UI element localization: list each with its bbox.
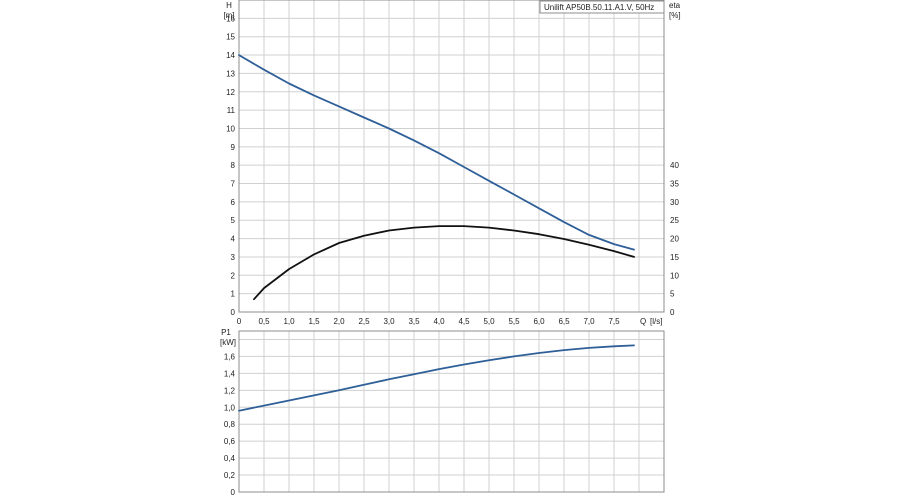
power-y-axis-ticks: 0 0,2 0,4 0,6 0,8 1,0 1,2 1,4 1,6 [224,352,236,497]
head-eta-chart: 0 0,5 1,0 1,5 2,0 2,5 3,0 3,5 4,0 4,5 5,0 5,5 6,0 6,5… [223,0,681,326]
power-y-tick-label: 1,2 [224,386,236,395]
x-tick-label: 0 [237,317,242,326]
x-axis-label: Q [640,317,646,326]
x-tick-label: 7,5 [608,317,620,326]
power-y-tick-label: 0,4 [224,454,236,463]
power-y-tick-label: 1,6 [224,352,236,361]
y-tick-label: 4 [231,235,236,244]
power-y-tick-label: 0 [231,488,236,497]
y2-tick-label: 10 [670,271,679,280]
power-plot-frame [238,330,665,493]
x-axis-unit: [l/s] [650,317,662,326]
power-y-tick-label: 0,8 [224,420,236,429]
y2-tick-label: 20 [670,235,679,244]
y-tick-label: 10 [226,124,235,133]
y2-tick-label: 40 [670,161,679,170]
head-curve [238,54,635,251]
y2-tick-label: 25 [670,216,679,225]
x-tick-label: 4,0 [433,317,445,326]
efficiency-curve [253,225,635,301]
y2-axis-label: eta [669,1,681,10]
y-axis-unit: [m] [223,11,234,20]
power-y-axis-label: P1 [221,328,231,337]
legend-label: Unilift AP50B.50.11.A1.V, 50Hz [544,3,654,12]
y2-axis-ticks: 0 5 10 15 20 25 30 35 40 [670,161,679,317]
x-tick-label: 2,5 [358,317,370,326]
y-tick-label: 7 [231,180,236,189]
power-y-tick-label: 0,6 [224,437,236,446]
power-series [238,344,635,412]
x-tick-label: 3,5 [408,317,420,326]
x-tick-label: 3,0 [383,317,395,326]
x-tick-label: 4,5 [458,317,470,326]
head-eta-plot-frame [238,0,665,313]
y2-tick-label: 15 [670,253,679,262]
power-y-axis-unit: [kW] [220,338,236,347]
power-grid [239,331,664,492]
x-tick-label: 0,5 [258,317,270,326]
power-y-tick-label: 0,2 [224,471,236,480]
y-tick-label: 9 [231,143,236,152]
y-tick-label: 6 [231,198,236,207]
y2-tick-label: 5 [670,290,675,299]
x-tick-label: 7,0 [583,317,595,326]
x-tick-label: 2,0 [333,317,345,326]
x-axis-ticks: 0 0,5 1,0 1,5 2,0 2,5 3,0 3,5 4,0 4,5 5,0 5,5 6,0 6,5… [237,317,620,326]
x-tick-label: 6,0 [533,317,545,326]
head-eta-grid [239,0,664,312]
legend-box [539,0,665,14]
y-tick-label: 16 [226,14,235,23]
y-tick-label: 2 [231,271,236,280]
y-tick-label: 5 [231,216,236,225]
y2-tick-label: 30 [670,198,679,207]
y-tick-label: 3 [231,253,236,262]
y-tick-label: 11 [227,106,236,115]
power-chart: 0 0,2 0,4 0,6 0,8 1,0 1,2 1,4 1,6 P1 [kW] [220,328,665,497]
y-tick-label: 0 [231,308,236,317]
y-tick-label: 1 [231,290,236,299]
power-y-tick-label: 1,4 [224,369,236,378]
x-tick-label: 5,5 [508,317,520,326]
power-y-tick-label: 1,0 [224,403,236,412]
y-tick-label: 14 [226,51,235,60]
y-tick-label: 12 [226,88,235,97]
x-tick-label: 1,0 [283,317,295,326]
y-axis-label: H [226,1,232,10]
y-tick-label: 13 [226,69,235,78]
x-tick-label: 6,5 [558,317,570,326]
x-tick-label: 5,0 [483,317,495,326]
power-curve [238,344,635,412]
y2-tick-label: 0 [670,308,675,317]
y-tick-label: 15 [226,33,235,42]
y2-tick-label: 35 [670,180,679,189]
head-eta-series [238,54,635,301]
y2-axis-unit: [%] [669,11,681,20]
y-tick-label: 8 [231,161,236,170]
x-tick-label: 1,5 [308,317,320,326]
